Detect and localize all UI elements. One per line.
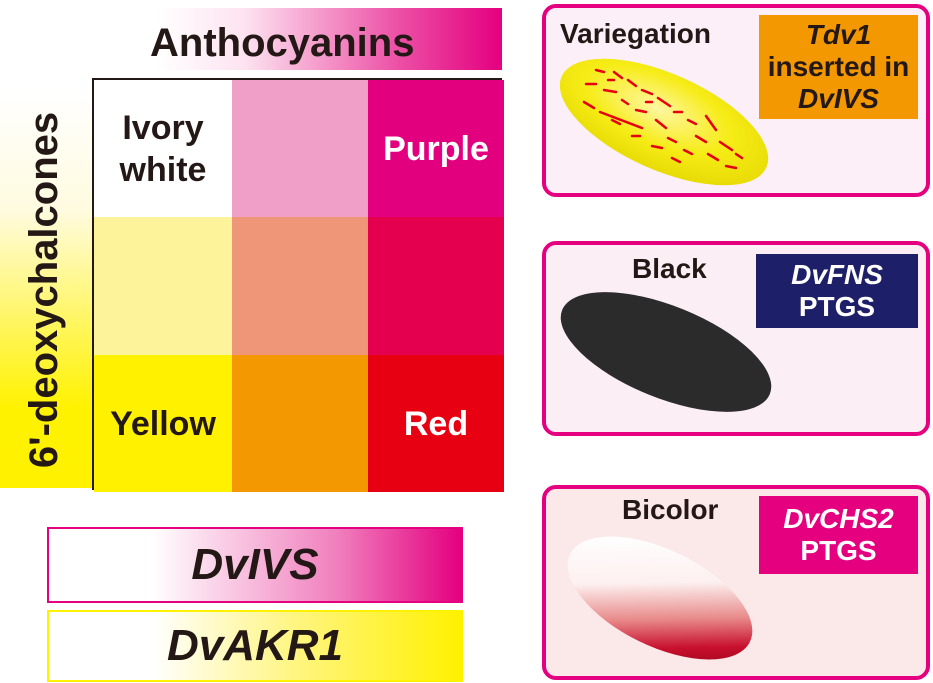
bicolor-title: Bicolor bbox=[622, 494, 719, 525]
cell-ivory-white: Ivory white bbox=[94, 80, 232, 217]
deoxychalcones-gradient-bar bbox=[0, 90, 92, 488]
cell-label: Yellow bbox=[110, 404, 216, 443]
dvchs2-tag: DvCHS2 PTGS bbox=[759, 496, 918, 574]
cell-label-line2: white bbox=[119, 150, 207, 189]
cell-light-yellow bbox=[94, 217, 232, 355]
black-petal-icon bbox=[560, 292, 772, 412]
cell-red: Red bbox=[368, 355, 504, 492]
tag-line2: inserted in bbox=[767, 51, 910, 82]
cell-crimson bbox=[368, 217, 504, 355]
deoxychalcones-axis-text: 6'-deoxychalcones bbox=[22, 111, 66, 469]
flower-color-matrix: Ivory white Purple Yellow Red bbox=[92, 78, 504, 492]
cell-orange bbox=[232, 355, 368, 492]
anthocyanins-gradient-bar bbox=[158, 8, 502, 70]
anthocyanins-axis-label: Anthocyanins bbox=[150, 21, 415, 65]
dvakr1-gene-bar: DvAKR1 bbox=[47, 610, 463, 682]
dvakr1-gene-label: DvAKR1 bbox=[166, 621, 344, 670]
tag-line1: Tdv1 bbox=[805, 19, 872, 50]
variegation-title: Variegation bbox=[560, 18, 711, 49]
cell-label: Purple bbox=[383, 129, 489, 168]
cell-pink bbox=[232, 80, 368, 217]
cell-purple: Purple bbox=[368, 80, 504, 217]
black-title: Black bbox=[632, 253, 707, 284]
variegated-petal-icon bbox=[559, 58, 769, 186]
tdv1-tag: Tdv1 inserted in DvIVS bbox=[759, 15, 918, 119]
dvfns-tag: DvFNS PTGS bbox=[756, 254, 918, 328]
cell-label-line1: Ivory bbox=[122, 108, 204, 147]
cell-label: Red bbox=[403, 404, 469, 443]
tag-line3: DvIVS bbox=[798, 83, 879, 114]
cell-salmon bbox=[232, 217, 368, 355]
tag-line2: PTGS bbox=[798, 291, 876, 322]
bicolor-petal-icon bbox=[567, 536, 753, 660]
tag-line1: DvCHS2 bbox=[783, 503, 894, 534]
dvivs-gene-bar: DvIVS bbox=[47, 527, 463, 603]
tag-line2: PTGS bbox=[800, 535, 877, 566]
cell-yellow: Yellow bbox=[94, 355, 232, 492]
dvivs-gene-label: DvIVS bbox=[191, 540, 319, 589]
tag-line1: DvFNS bbox=[791, 259, 883, 290]
